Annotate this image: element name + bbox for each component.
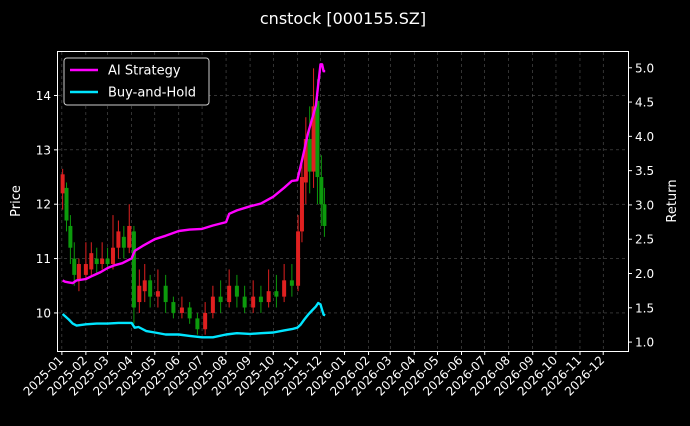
price-candle-body: [195, 318, 200, 330]
price-candles: [60, 68, 327, 335]
price-candle-body: [60, 174, 65, 194]
price-candle-body: [266, 291, 271, 303]
price-candle-body: [137, 285, 142, 303]
right-tick-label: 2.5: [635, 233, 654, 247]
price-candle-body: [282, 280, 287, 297]
left-y-axis: 10 11 12 13 14: [36, 89, 58, 320]
price-candle-body: [94, 258, 99, 265]
legend-box: [63, 57, 210, 106]
price-candle-body: [274, 291, 279, 297]
buy-and-hold-line: [61, 301, 326, 339]
price-candle-body: [116, 231, 121, 248]
right-tick-label: 5.0: [635, 61, 654, 75]
left-axis-label: Price: [9, 185, 24, 217]
left-tick-label: 10: [36, 306, 51, 320]
price-candle-body: [179, 307, 184, 313]
x-axis: 2025-012025-022025-032025-042025-052025-…: [21, 351, 607, 399]
right-tick-label: 4.0: [635, 130, 654, 144]
price-candle-body: [203, 312, 208, 330]
price-candle-body: [303, 138, 308, 183]
price-candle-body: [83, 264, 88, 275]
right-tick-label: 1.0: [635, 336, 654, 350]
price-candle-body: [289, 280, 294, 286]
price-candle-body: [171, 302, 176, 313]
right-tick-label: 3.0: [635, 198, 654, 212]
price-candle-body: [127, 225, 132, 248]
plot-frame: [57, 51, 629, 352]
ai-strategy-line: [62, 63, 326, 285]
price-candle-body: [187, 307, 192, 319]
price-candle-body: [242, 296, 247, 308]
price-candle-body: [163, 285, 168, 303]
price-candle-body: [64, 187, 69, 221]
price-candle-body: [142, 280, 147, 292]
left-tick-label: 14: [36, 89, 51, 103]
price-candle-body: [72, 258, 77, 275]
price-candle-body: [210, 296, 215, 313]
right-y-axis: 1.0 1.5 2.0 2.5 3.0 3.5 4.0 4.5 5.0: [628, 61, 654, 350]
left-tick-label: 12: [36, 198, 51, 212]
left-tick-label: 11: [36, 252, 51, 266]
legend-label: AI Strategy: [108, 64, 181, 79]
price-candle-body: [315, 100, 320, 178]
legend-label: Buy-and-Hold: [108, 86, 196, 101]
right-tick-label: 4.5: [635, 96, 654, 110]
price-candle-body: [110, 247, 115, 265]
price-candle-body: [100, 258, 105, 265]
price-candle-body: [68, 225, 73, 248]
price-candle-body: [251, 296, 256, 308]
price-candle-body: [296, 231, 301, 286]
legend: AI Strategy Buy-and-Hold: [63, 57, 210, 106]
price-candle-body: [131, 231, 136, 308]
price-candle-body: [307, 138, 312, 172]
price-candle-body: [76, 264, 81, 281]
price-candle-body: [148, 280, 153, 297]
series-lines: [61, 63, 326, 339]
left-tick-label: 13: [36, 143, 51, 157]
price-candle-body: [234, 285, 239, 297]
price-candle-body: [311, 106, 316, 172]
price-candle-body: [258, 296, 263, 303]
price-candle-body: [89, 253, 94, 270]
price-candle-body: [155, 291, 160, 297]
price-candle-body: [121, 236, 126, 248]
price-candle-body: [319, 177, 324, 205]
right-tick-label: 3.5: [635, 164, 654, 178]
price-candle-body: [227, 285, 232, 303]
right-axis-label: Return: [665, 179, 680, 222]
price-candle-body: [105, 258, 110, 265]
right-tick-label: 2.0: [635, 267, 654, 281]
price-candle-body: [299, 177, 304, 232]
right-tick-label: 1.5: [635, 301, 654, 315]
price-candle-body: [218, 296, 223, 303]
price-candle-body: [322, 204, 327, 226]
chart-title: cnstock [000155.SZ]: [260, 9, 426, 28]
